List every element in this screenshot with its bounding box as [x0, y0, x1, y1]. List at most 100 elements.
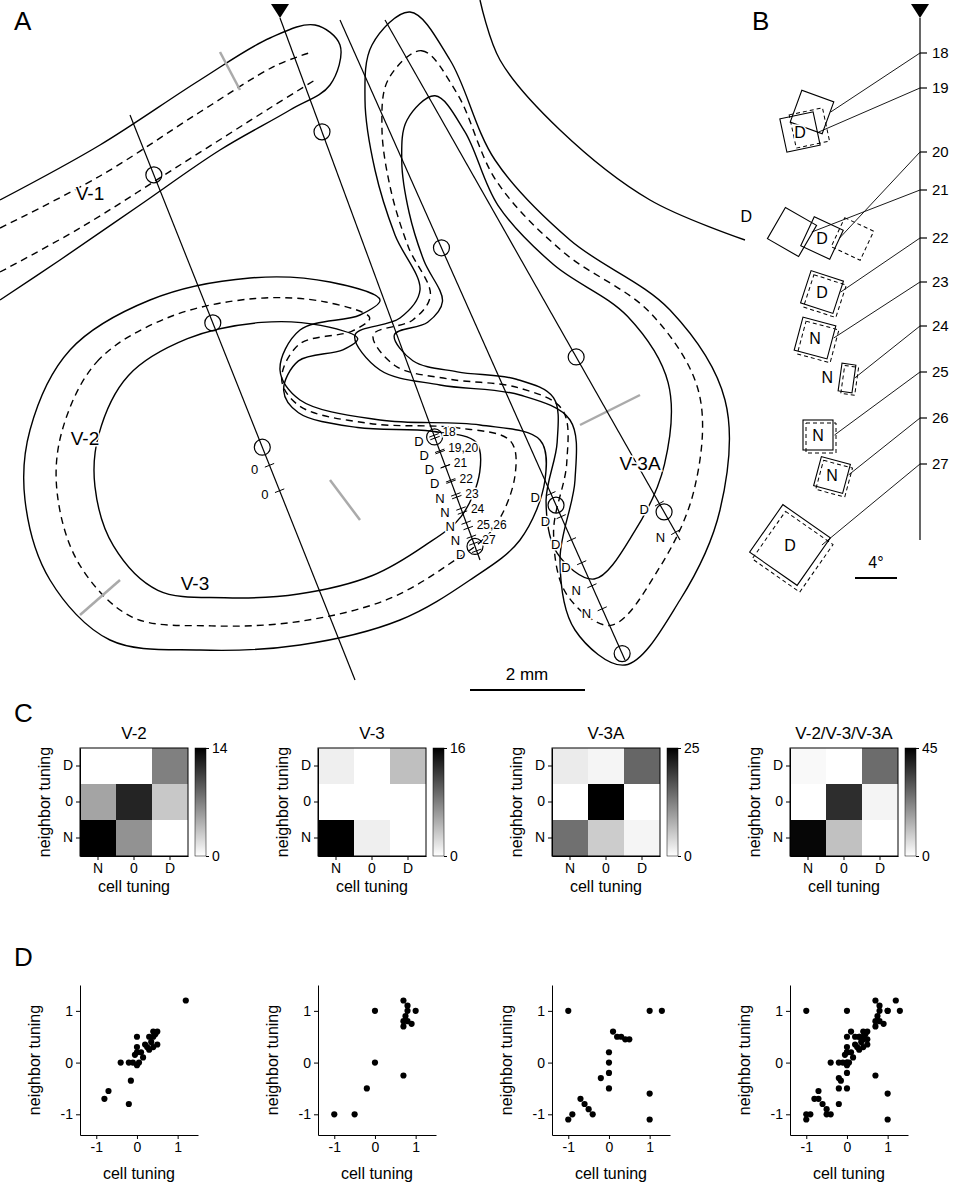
points [565, 1008, 665, 1123]
axis-line [678, 749, 679, 857]
tick-label: -1 [771, 1106, 784, 1122]
cell [790, 784, 826, 820]
tick-label: D [301, 757, 311, 773]
tick: 1 [537, 1003, 552, 1019]
rf-outline-other-eye [831, 218, 874, 261]
tick-label: 1 [303, 1003, 311, 1019]
x-axis: -101 [319, 1135, 437, 1155]
tick-label: 0 [840, 860, 848, 876]
tick-label: N [331, 860, 341, 876]
site-label: 25,26 [477, 518, 507, 532]
x-axis-title: cell tuning [808, 878, 880, 895]
point [140, 1054, 146, 1060]
cell [354, 784, 390, 820]
area-border [80, 580, 120, 615]
point [126, 1059, 132, 1065]
point [885, 1116, 891, 1122]
tick-mark [314, 838, 318, 839]
point [128, 1078, 134, 1084]
lesion-marker [146, 167, 162, 183]
cell [152, 820, 188, 856]
point [844, 1070, 850, 1076]
tick: 0 [602, 856, 610, 876]
tuning-label: N [656, 530, 665, 545]
tick: 1 [412, 1135, 420, 1155]
tuning-label: D [456, 547, 465, 562]
point [606, 1085, 612, 1091]
cell [390, 820, 426, 856]
tick-label: 45 [922, 740, 938, 756]
tick-label: N [535, 829, 545, 845]
plot-frame [552, 748, 660, 856]
point [565, 1008, 571, 1014]
site-label: 26 [932, 409, 949, 426]
tick: 0 [844, 1135, 852, 1155]
point [134, 1062, 140, 1068]
point [586, 1106, 592, 1112]
receptive-field [813, 457, 853, 497]
site-label: 18 [442, 425, 456, 439]
track-tick [458, 511, 467, 514]
tick-mark [548, 838, 552, 839]
point [183, 997, 189, 1003]
tick-label: 0 [844, 1139, 852, 1155]
site-tick [920, 463, 927, 464]
x-axis: N0D [791, 856, 899, 876]
leader-line [834, 282, 920, 338]
cell [354, 820, 390, 856]
tick-label: -1 [801, 1139, 814, 1155]
tuning-label: D [816, 284, 828, 301]
tick: 1 [303, 1003, 318, 1019]
point [864, 1036, 870, 1042]
track-tick [587, 584, 596, 588]
tuning-label: D [420, 448, 429, 463]
tick: 0 [206, 848, 220, 864]
tick-label: 0 [303, 1055, 311, 1071]
tick-mark [314, 1063, 318, 1064]
axis-line [916, 749, 917, 857]
tick-mark [444, 748, 447, 749]
colorbar-axis: 014 [206, 740, 228, 864]
tick-mark [76, 838, 80, 839]
point [844, 1049, 850, 1055]
colorbar-axis: 016 [444, 740, 466, 864]
tick-mark [678, 748, 681, 749]
track-tick [464, 526, 473, 529]
tick-mark [786, 838, 790, 839]
rf-outline-other-eye [816, 460, 853, 497]
cells [552, 748, 660, 856]
tick-mark [76, 1063, 80, 1064]
scatter: -101-101cell tuningneighbor tuning [26, 986, 199, 1183]
point [815, 1088, 821, 1094]
point [606, 1049, 612, 1055]
cell [790, 748, 826, 784]
cell [588, 748, 624, 784]
point [844, 1059, 850, 1065]
chart-title: V-3A [588, 724, 626, 743]
site-label: 25 [932, 363, 949, 380]
point [647, 1091, 653, 1097]
tick: -1 [299, 1106, 318, 1122]
point [413, 1008, 419, 1014]
point [844, 1008, 850, 1014]
tick: D [535, 757, 552, 773]
point [897, 1008, 903, 1014]
rf-outline-other-eye [803, 275, 846, 318]
area-border [580, 395, 640, 425]
site-label: 19,20 [448, 441, 478, 455]
x-axis-title: cell tuning [570, 878, 642, 895]
cell [588, 820, 624, 856]
receptive-field [793, 317, 839, 363]
layer-line [0, 80, 315, 272]
tick-mark [314, 1114, 318, 1115]
track-tick [557, 515, 566, 519]
point [844, 1085, 850, 1091]
heatmap: N0DN0D025V-3Acell tuningneighbor tuning [508, 724, 700, 895]
heatmap: N0DN0D045V-2/V-3/V-3Acell tuningneighbor… [746, 724, 938, 895]
cell [790, 820, 826, 856]
plot-frame [790, 748, 898, 856]
tick-label: 25 [684, 740, 700, 756]
axis-line [552, 749, 553, 857]
tick-mark [678, 856, 681, 857]
point [606, 1070, 612, 1076]
